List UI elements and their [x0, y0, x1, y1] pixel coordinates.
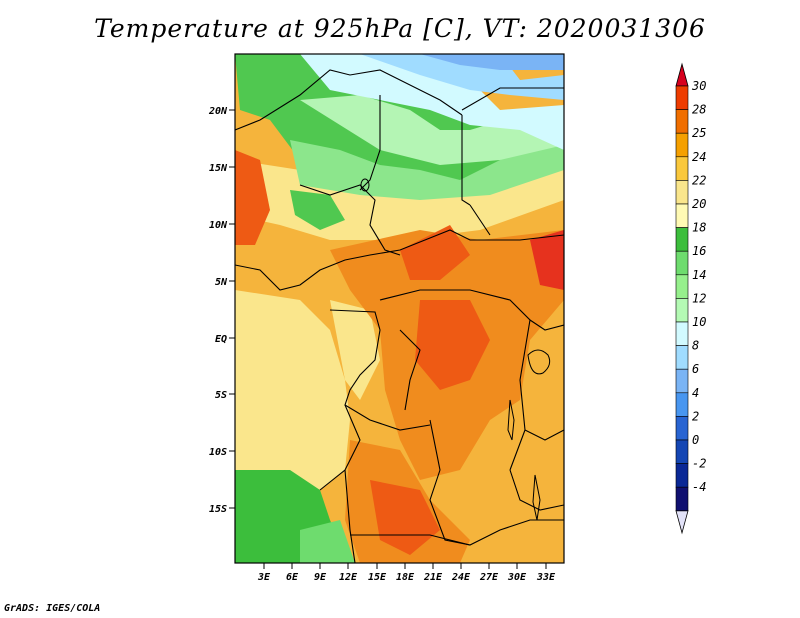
- colorbar-swatch: [675, 345, 689, 370]
- lat-label: 15S: [209, 504, 227, 515]
- colorbar-swatch: [675, 321, 689, 346]
- colorbar-swatch: [675, 85, 689, 110]
- colorbar-swatch: [675, 439, 689, 464]
- colorbar-label: 8: [692, 339, 699, 353]
- lon-label: 9E: [314, 572, 327, 583]
- grads-credit: GrADS: IGES/COLA: [4, 603, 101, 614]
- colorbar-label: 22: [692, 173, 706, 187]
- colorbar-bottom-arrow: [675, 510, 689, 535]
- country-borders: [235, 69, 564, 563]
- colorbar-swatch: [675, 250, 689, 276]
- colorbar-label: 10: [692, 315, 706, 329]
- colorbar-top-arrow: [675, 62, 689, 87]
- map-frame: [234, 53, 565, 564]
- colorbar-label: 6: [692, 362, 699, 376]
- colorbar-swatch: [675, 298, 689, 323]
- colorbar-label: 2: [692, 409, 699, 423]
- lon-label: 33E: [536, 572, 556, 583]
- colorbar-swatch: [675, 486, 689, 512]
- colorbar-label: 20: [692, 197, 706, 211]
- colorbar-label: 0: [692, 433, 699, 447]
- colorbar-swatch: [675, 392, 689, 417]
- colorbar-label: -4: [692, 480, 706, 494]
- colorbar-swatch: [675, 416, 689, 441]
- colorbar-label: 24: [692, 150, 706, 164]
- colorbar-label: 28: [692, 103, 706, 117]
- colorbar-swatch: [675, 132, 689, 158]
- lat-label: 15N: [209, 163, 228, 174]
- lat-label: 5S: [215, 390, 227, 401]
- colorbar-swatch: [675, 227, 689, 252]
- lon-label: 24E: [451, 572, 471, 583]
- lon-label: 18E: [396, 572, 415, 583]
- colorbar-label: 4: [692, 386, 699, 400]
- lon-label: 30E: [507, 572, 527, 583]
- colorbar-swatch: [675, 368, 689, 394]
- colorbar-label: 14: [692, 268, 706, 282]
- lat-label: EQ: [215, 334, 227, 345]
- lakes: [360, 178, 551, 521]
- colorbar-label: -2: [692, 457, 706, 471]
- lon-label: 27E: [479, 572, 499, 583]
- colorbar-label: 18: [692, 221, 706, 235]
- chart-title: Temperature at 925hPa [C], VT: 202003130…: [94, 14, 706, 43]
- lat-label: 10N: [209, 220, 228, 231]
- lat-label: 5N: [215, 277, 228, 288]
- latitude-axis: [229, 109, 235, 509]
- colorbar-swatch: [675, 203, 689, 228]
- colorbar-swatch: [675, 109, 689, 134]
- lon-label: 6E: [286, 572, 299, 583]
- longitude-axis: [263, 563, 547, 569]
- lon-label: 21E: [423, 572, 443, 583]
- colorbar-swatch: [675, 463, 689, 488]
- lon-label: 15E: [368, 572, 387, 583]
- colorbar-label: 12: [692, 291, 706, 305]
- colorbar-label: 30: [691, 79, 706, 93]
- colorbar-label: 25: [692, 126, 706, 140]
- colorbar-swatch: [675, 274, 689, 299]
- colorbar-label: 16: [692, 244, 706, 258]
- lon-label: 3E: [257, 572, 271, 583]
- temperature-field: [235, 54, 564, 563]
- lon-label: 12E: [339, 572, 358, 583]
- colorbar-swatch: [675, 180, 689, 205]
- colorbar-swatch: [675, 156, 689, 181]
- lat-label: 10S: [209, 447, 227, 458]
- lat-label: 20N: [208, 106, 228, 117]
